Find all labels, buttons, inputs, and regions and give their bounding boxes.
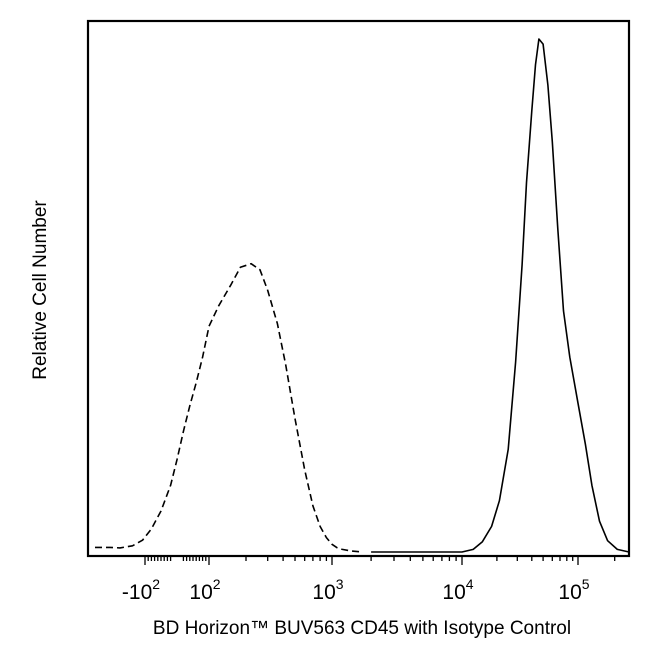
x-axis-ticks [144, 556, 616, 565]
x-axis-title: BD Horizon™ BUV563 CD45 with Isotype Con… [153, 618, 571, 639]
plot-frame [86, 19, 631, 558]
x-tick-label: -102 [122, 576, 160, 604]
x-tick-label: 102 [189, 576, 220, 604]
plot-area [95, 38, 630, 553]
y-axis-title: Relative Cell Number [30, 200, 51, 380]
isotype-control-histogram [95, 262, 363, 553]
x-tick-label: 103 [312, 576, 343, 604]
x-tick-label: 104 [442, 576, 473, 604]
cd45-histogram [371, 38, 630, 553]
x-tick-label: 105 [558, 576, 589, 604]
x-axis-tick-labels: -102 102 103 104 105 [122, 576, 590, 604]
